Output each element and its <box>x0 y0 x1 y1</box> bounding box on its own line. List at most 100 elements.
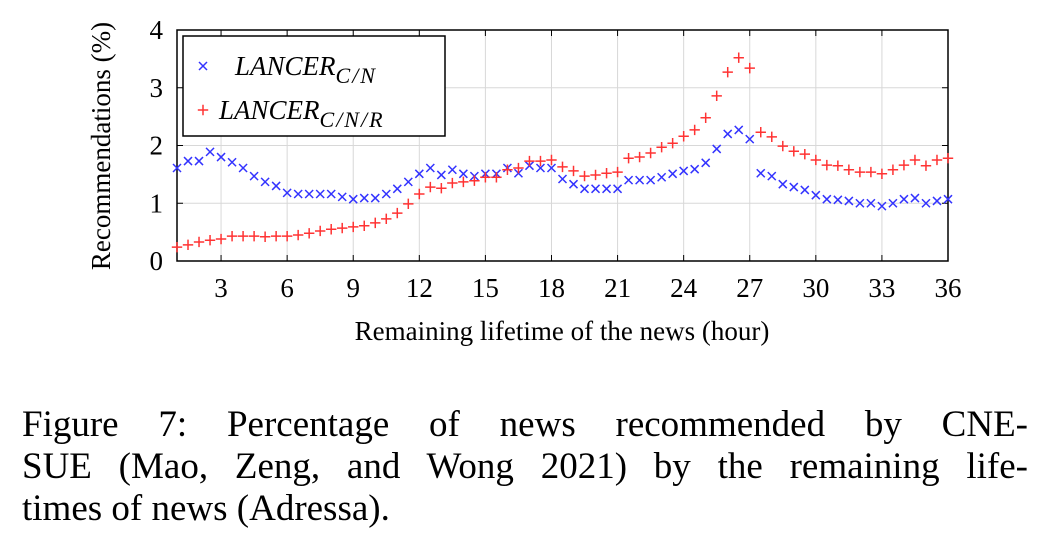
caption-line: SUE (Mao, Zeng, and Wong 2021) by the re… <box>22 446 1028 487</box>
legend-name: LANCER <box>218 95 320 125</box>
y-axis-label: Recommendations (%) <box>86 22 116 270</box>
point <box>876 168 888 179</box>
point <box>942 153 954 164</box>
point <box>403 198 414 210</box>
point <box>579 184 590 194</box>
point <box>491 172 502 183</box>
point <box>480 172 491 183</box>
x-axis-label: Remaining lifetime of the news (hour) <box>355 316 770 346</box>
point <box>899 194 909 204</box>
point <box>193 236 205 248</box>
x-tick-label: 30 <box>802 273 829 303</box>
point <box>689 124 700 136</box>
x-tick-label: 6 <box>280 273 294 303</box>
point <box>348 221 359 233</box>
x-tick-label: 27 <box>736 273 763 303</box>
point <box>888 198 898 208</box>
point <box>745 134 755 144</box>
point <box>602 184 612 194</box>
point <box>303 228 315 239</box>
point <box>436 183 447 194</box>
point <box>932 196 942 206</box>
point <box>359 220 370 231</box>
point <box>270 230 282 242</box>
legend-subscript: C/N <box>336 63 377 88</box>
point <box>613 184 623 194</box>
point <box>668 169 678 179</box>
point <box>799 148 811 160</box>
point <box>216 152 226 162</box>
point <box>755 127 766 138</box>
legend-marker <box>198 61 208 71</box>
point <box>568 179 579 189</box>
point <box>821 159 833 171</box>
point <box>844 196 854 206</box>
point <box>832 160 844 171</box>
point <box>314 225 326 237</box>
point <box>359 193 369 203</box>
legend-marker <box>197 104 209 116</box>
point <box>767 171 777 181</box>
point <box>249 171 259 181</box>
caption: Figure 7: Percentage of news recommended… <box>22 404 1028 530</box>
point <box>931 154 943 166</box>
point <box>866 198 876 208</box>
y-tick-label: 3 <box>150 73 164 103</box>
point <box>469 175 480 186</box>
point <box>546 163 557 173</box>
point <box>381 189 391 199</box>
point <box>381 213 392 225</box>
point <box>789 182 799 192</box>
x-tick-label: 9 <box>346 273 360 303</box>
legend-label: LANCERC/N <box>234 51 377 88</box>
point <box>392 184 402 194</box>
point <box>590 169 601 181</box>
point <box>800 185 810 195</box>
point <box>348 194 358 204</box>
point <box>326 224 337 235</box>
point <box>667 137 678 149</box>
point <box>690 164 700 174</box>
point <box>447 165 457 175</box>
y-tick-label: 0 <box>150 246 164 276</box>
point <box>260 177 270 187</box>
point <box>921 198 931 208</box>
caption-line: Figure 7: Percentage of news recommended… <box>22 404 1028 445</box>
point <box>645 147 656 159</box>
point <box>171 241 183 253</box>
point <box>722 66 733 78</box>
point <box>370 193 380 203</box>
point <box>843 164 855 175</box>
point <box>282 188 292 198</box>
legend-label: LANCERC/N/R <box>218 95 385 132</box>
point <box>557 161 568 173</box>
point <box>447 177 458 189</box>
point <box>657 172 667 182</box>
y-tick-label: 2 <box>150 131 164 161</box>
point <box>623 153 634 164</box>
legend-box <box>182 35 446 137</box>
point <box>237 230 249 242</box>
point <box>591 184 601 194</box>
point <box>227 157 237 167</box>
point <box>392 207 403 219</box>
point <box>172 163 182 173</box>
point <box>535 155 546 167</box>
point <box>910 193 920 203</box>
point <box>204 235 216 246</box>
point <box>833 195 843 205</box>
point <box>183 156 193 166</box>
x-tick-label: 21 <box>604 273 631 303</box>
chart: Recommendations (%) Remaining lifetime o… <box>86 15 962 346</box>
point <box>194 156 204 166</box>
point <box>281 230 293 242</box>
point <box>215 233 227 245</box>
point <box>370 217 381 229</box>
point <box>712 144 722 154</box>
point <box>458 169 468 179</box>
x-tick-label: 24 <box>670 273 698 303</box>
point <box>557 174 568 184</box>
point <box>678 131 689 142</box>
point <box>733 52 744 63</box>
